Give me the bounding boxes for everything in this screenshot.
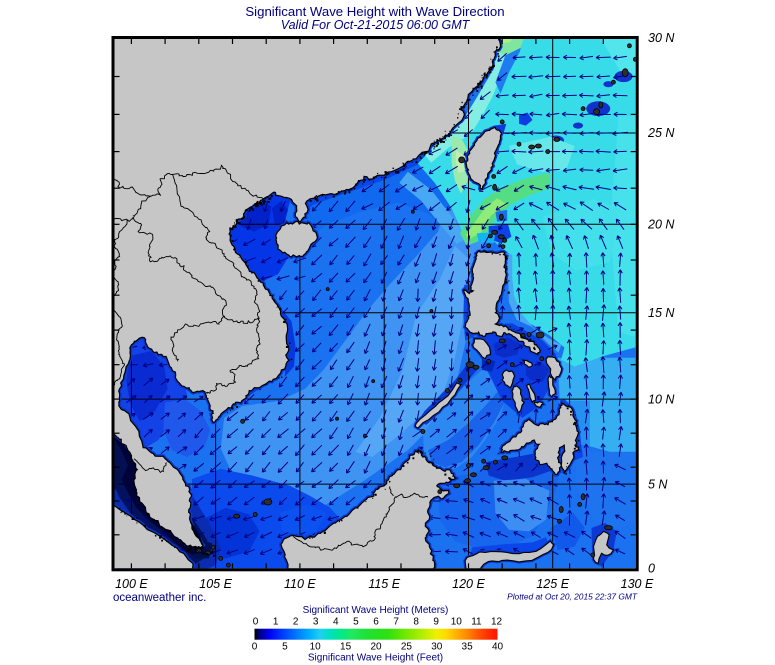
svg-text:0: 0: [252, 642, 258, 653]
svg-text:7: 7: [393, 617, 399, 628]
svg-text:Significant Wave Height (Feet): Significant Wave Height (Feet): [308, 653, 443, 664]
svg-text:10: 10: [310, 642, 322, 653]
svg-text:35: 35: [462, 642, 474, 653]
svg-text:15: 15: [340, 642, 352, 653]
svg-text:15 N: 15 N: [648, 306, 675, 320]
svg-text:120 E: 120 E: [452, 577, 485, 591]
svg-text:8: 8: [413, 617, 419, 628]
svg-text:10 N: 10 N: [648, 392, 675, 406]
svg-text:4: 4: [333, 617, 339, 628]
svg-text:2: 2: [293, 617, 299, 628]
svg-text:30: 30: [431, 642, 443, 653]
svg-text:105 E: 105 E: [199, 577, 232, 591]
svg-text:12: 12: [491, 617, 503, 628]
svg-text:6: 6: [373, 617, 379, 628]
svg-text:5 N: 5 N: [648, 477, 668, 491]
svg-text:125 E: 125 E: [536, 577, 569, 591]
svg-text:5: 5: [353, 617, 359, 628]
svg-text:130 E: 130 E: [621, 577, 654, 591]
svg-text:5: 5: [282, 642, 288, 653]
svg-text:3: 3: [313, 617, 319, 628]
svg-text:20 N: 20 N: [647, 218, 675, 232]
svg-text:1: 1: [273, 617, 279, 628]
svg-text:Plotted at Oct 20, 2015 22:37: Plotted at Oct 20, 2015 22:37 GMT: [507, 592, 638, 602]
svg-text:Valid For Oct-21-2015 06:00 GM: Valid For Oct-21-2015 06:00 GMT: [281, 18, 471, 32]
svg-text:20: 20: [370, 642, 382, 653]
svg-text:Significant Wave Height with W: Significant Wave Height with Wave Direct…: [245, 4, 504, 19]
svg-text:115 E: 115 E: [368, 577, 400, 591]
svg-text:0: 0: [253, 617, 259, 628]
svg-text:40: 40: [492, 642, 504, 653]
svg-text:0: 0: [648, 562, 655, 576]
svg-text:11: 11: [471, 617, 482, 628]
svg-text:110 E: 110 E: [284, 577, 316, 591]
svg-text:10: 10: [451, 617, 463, 628]
svg-text:30 N: 30 N: [648, 31, 675, 45]
svg-text:oceanweather inc.: oceanweather inc.: [113, 592, 206, 604]
svg-text:25: 25: [401, 642, 413, 653]
svg-text:25 N: 25 N: [647, 126, 675, 140]
svg-text:100 E: 100 E: [115, 577, 148, 591]
svg-text:Significant Wave Height (Meter: Significant Wave Height (Meters): [303, 605, 449, 616]
svg-text:9: 9: [433, 617, 439, 628]
